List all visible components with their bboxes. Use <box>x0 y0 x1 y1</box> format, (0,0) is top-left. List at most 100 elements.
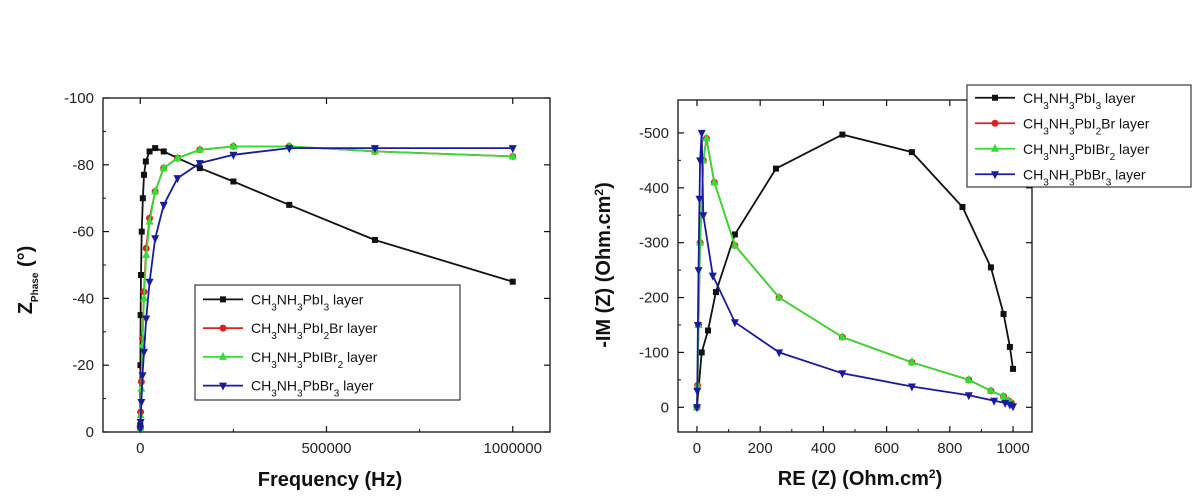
data-point <box>695 195 704 204</box>
data-point <box>371 236 378 243</box>
data-point <box>986 385 995 394</box>
data-point <box>999 391 1008 400</box>
data-point <box>693 387 702 396</box>
data-point <box>838 370 847 379</box>
data-point <box>990 397 999 406</box>
data-point <box>964 392 973 401</box>
data-point <box>229 141 238 150</box>
y-tick-label: -300 <box>639 235 669 252</box>
data-point <box>151 186 160 195</box>
data-point <box>137 312 144 319</box>
x-tick-label: 600 <box>874 440 899 457</box>
data-point <box>702 133 711 142</box>
x-tick-label: 400 <box>811 440 836 457</box>
data-point <box>708 272 717 281</box>
legend-label: CH3NH3PbI3 layer <box>1023 90 1136 112</box>
legend-marker <box>219 351 227 360</box>
data-point <box>136 418 145 427</box>
x-tick-label: 200 <box>748 440 773 457</box>
data-point <box>693 321 702 330</box>
data-point <box>160 148 167 155</box>
legend-marker <box>991 171 999 180</box>
data-point <box>908 149 915 156</box>
data-point <box>730 319 739 328</box>
legend-marker <box>991 143 999 152</box>
legend-label: CH3NH3PbI2Br layer <box>1023 115 1150 137</box>
data-point <box>696 157 705 166</box>
legend-label: CH3NH3PbBr3 layer <box>1023 166 1146 188</box>
data-point <box>839 131 846 138</box>
data-point <box>138 372 147 381</box>
series-line <box>696 133 1014 408</box>
data-point <box>196 165 203 172</box>
data-point <box>370 145 379 154</box>
data-point <box>137 398 146 407</box>
legend-box <box>194 284 461 401</box>
data-point <box>1006 343 1013 350</box>
data-point <box>508 145 517 154</box>
data-point <box>907 357 916 366</box>
data-point <box>772 165 779 172</box>
legend-label: CH3NH3PbIBr2 layer <box>251 349 378 371</box>
data-point <box>959 204 966 211</box>
data-point <box>508 151 517 160</box>
data-point <box>775 292 784 301</box>
data-point <box>1000 311 1007 318</box>
data-point <box>159 201 168 210</box>
y-axis-title: ZPhase (°) <box>15 246 41 315</box>
x-tick-label: 1000 <box>996 440 1029 457</box>
data-point <box>964 374 973 383</box>
data-point <box>699 212 708 221</box>
data-point <box>731 231 738 238</box>
data-point <box>286 201 293 208</box>
y-tick-label: -500 <box>639 125 669 142</box>
x-tick-label: 0 <box>693 440 701 457</box>
data-point <box>137 362 144 369</box>
x-tick-label: 800 <box>937 440 962 457</box>
series-line <box>696 132 1014 408</box>
x-axis-title: RE (Z) (Ohm.cm2) <box>778 467 942 490</box>
y-tick-label: -20 <box>72 357 94 374</box>
data-point <box>142 158 149 165</box>
data-point <box>710 177 719 186</box>
x-tick-label: 0 <box>136 440 144 457</box>
y-tick-label: -40 <box>72 290 94 307</box>
series-line <box>696 138 1013 408</box>
data-point <box>838 332 847 341</box>
y-tick-label: -60 <box>72 224 94 241</box>
data-point <box>705 327 712 334</box>
data-point <box>509 278 516 285</box>
data-point <box>139 195 146 202</box>
y-tick-label: 0 <box>86 424 94 441</box>
data-point <box>152 145 159 152</box>
data-point <box>145 216 154 225</box>
data-point <box>195 144 204 153</box>
data-point <box>775 349 784 358</box>
x-tick-label: 500000 <box>301 440 351 457</box>
y-tick-label: -400 <box>639 180 669 197</box>
data-point <box>146 148 153 155</box>
data-point <box>142 249 151 258</box>
data-point <box>140 171 147 178</box>
legend: CH3NH3PbI3 layer CH3NH3PbI2Br layer CH3NH3… <box>966 84 1192 188</box>
y-tick-label: -100 <box>64 90 94 107</box>
data-point <box>145 278 154 287</box>
legend-marker <box>219 324 227 332</box>
data-point <box>692 404 701 413</box>
legend-box <box>966 84 1192 188</box>
legend-marker <box>992 94 998 101</box>
frequency-chart: 0 500000 1000000 0 -20 -40 -60 -80 -100 Frequency… <box>15 90 551 491</box>
data-point <box>173 175 182 184</box>
data-point <box>285 145 294 154</box>
data-point <box>694 267 703 276</box>
data-point <box>907 383 916 392</box>
data-point <box>195 160 204 169</box>
data-point <box>697 129 706 138</box>
data-point <box>137 272 144 279</box>
y-tick-label: 0 <box>661 399 669 416</box>
data-point <box>1009 403 1018 412</box>
data-point <box>229 151 238 160</box>
data-point <box>230 178 237 185</box>
data-point <box>159 163 168 172</box>
data-point <box>139 293 148 302</box>
